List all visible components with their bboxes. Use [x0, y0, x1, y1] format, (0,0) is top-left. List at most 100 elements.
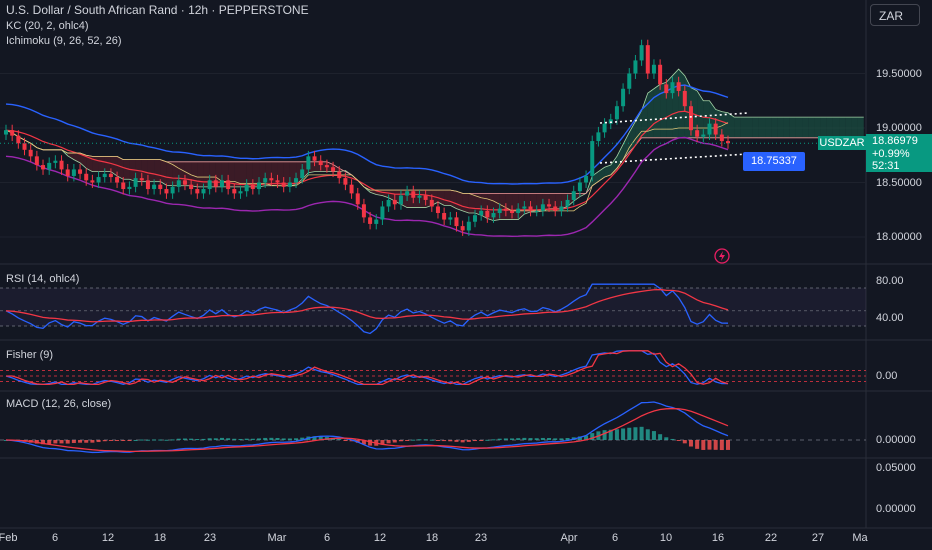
candle-body — [707, 123, 712, 135]
ichimoku-cloud-segment — [67, 153, 74, 160]
macd-histogram-bar — [133, 439, 138, 441]
time-axis-label: 10 — [659, 532, 673, 544]
ichimoku-cloud-segment — [234, 161, 241, 187]
macd-histogram-bar — [398, 440, 403, 442]
macd-histogram-bar — [318, 436, 323, 440]
candle-body — [713, 123, 718, 135]
time-axis-label: Feb — [0, 532, 18, 544]
ichimoku-cloud-segment — [240, 161, 247, 187]
macd-label[interactable]: MACD (12, 26, close) — [6, 398, 112, 410]
fisher-label[interactable]: Fisher (9) — [6, 349, 54, 361]
candle-body — [207, 180, 212, 190]
candle-body — [195, 189, 200, 194]
macd-histogram-bar — [380, 440, 385, 445]
ichimoku-cloud-segment — [653, 84, 661, 138]
macd-histogram-bar — [516, 438, 521, 440]
ichimoku-cloud-segment — [660, 82, 667, 138]
candle-body — [491, 213, 496, 218]
candle-body — [343, 178, 348, 185]
candle-body — [34, 156, 39, 166]
macd-histogram-bar — [713, 440, 718, 450]
candle-body — [547, 204, 552, 207]
candle-body — [10, 130, 15, 136]
ichimoku-cloud-segment — [444, 190, 451, 206]
macd-histogram-bar — [182, 438, 187, 440]
currency-button[interactable]: ZAR — [870, 4, 920, 26]
macd-histogram-bar — [219, 437, 224, 440]
candle-body — [577, 182, 582, 192]
ichimoku-cloud-segment — [777, 117, 784, 138]
candle-body — [170, 186, 175, 194]
time-axis-label: Apr — [560, 532, 578, 544]
rsi-level-label: 40.00 — [876, 312, 904, 324]
candle-body — [719, 134, 724, 142]
macd-histogram-bar — [435, 440, 440, 441]
candle-body — [695, 130, 700, 137]
candle-body — [701, 134, 706, 137]
candle-body — [688, 106, 693, 131]
candle-body — [324, 165, 329, 168]
ichimoku-cloud-segment — [505, 193, 513, 220]
time-axis-label: 12 — [101, 532, 115, 544]
time-axis-label: 6 — [611, 532, 619, 544]
ichimoku-cloud-segment — [802, 117, 809, 138]
candle-body — [300, 169, 305, 179]
candle-body — [281, 182, 286, 187]
ichimoku-cloud-segment — [246, 161, 253, 187]
candle-body — [528, 206, 533, 211]
candle-body — [318, 160, 323, 166]
ichimoku-cloud-segment — [851, 117, 858, 138]
macd-histogram-bar — [448, 440, 453, 442]
trendline-price-badge[interactable]: 18.75337 — [743, 152, 805, 171]
ichimoku-cloud-segment — [814, 117, 821, 138]
candle-body — [602, 123, 607, 133]
candle-body — [392, 199, 397, 205]
keltner-upper — [5, 84, 729, 185]
macd-histogram-bar — [164, 439, 169, 441]
ichimoku-cloud-segment — [789, 117, 796, 138]
rsi-band — [0, 288, 866, 326]
macd-histogram-bar — [65, 440, 70, 444]
ichimoku-cloud-segment — [752, 117, 759, 138]
candle-body — [312, 156, 317, 161]
ichimoku-cloud-segment — [746, 117, 753, 138]
macd-histogram-bar — [405, 440, 410, 441]
time-axis-label: 6 — [323, 532, 331, 544]
candle-body — [614, 106, 619, 120]
candle-body — [460, 226, 465, 231]
candle-body — [158, 184, 163, 190]
macd-histogram-bar — [565, 438, 570, 440]
macd-histogram-bar — [510, 438, 515, 440]
ichimoku-cloud-segment — [283, 161, 290, 186]
ichimoku-cloud-segment — [839, 117, 846, 138]
candle-body — [145, 180, 150, 190]
indicator-kc-label[interactable]: KC (20, 2, ohlc4) — [6, 20, 89, 32]
ichimoku-cloud-segment — [462, 193, 469, 214]
time-axis-label: 23 — [203, 532, 217, 544]
rsi-label[interactable]: RSI (14, ohlc4) — [6, 273, 80, 285]
candle-body — [257, 182, 262, 190]
keltner-lower — [5, 136, 729, 238]
extra-level-label: 0.00000 — [876, 503, 916, 515]
ichimoku-cloud-segment — [474, 193, 482, 216]
candle-body — [16, 135, 21, 144]
candle-body — [213, 180, 218, 187]
ichimoku-cloud-segment — [740, 117, 747, 138]
ichimoku-cloud-segment — [845, 117, 852, 138]
ichimoku-cloud-segment — [277, 161, 284, 186]
macd-histogram-bar — [633, 427, 638, 440]
candle-body — [84, 173, 89, 181]
macd-histogram-bar — [207, 438, 212, 440]
candle-body — [651, 64, 656, 74]
ichimoku-cloud-segment — [86, 155, 93, 172]
ichimoku-cloud-segment — [154, 159, 161, 182]
macd-histogram-bar — [503, 438, 508, 440]
candle-body — [47, 162, 52, 170]
indicator-ichimoku-label[interactable]: Ichimoku (9, 26, 52, 26) — [6, 35, 122, 47]
macd-histogram-bar — [454, 440, 459, 442]
ichimoku-cloud-segment — [117, 156, 124, 180]
ichimoku-cloud-segment — [73, 153, 81, 163]
ichimoku-cloud-segment — [783, 117, 790, 138]
candle-body — [380, 206, 385, 220]
